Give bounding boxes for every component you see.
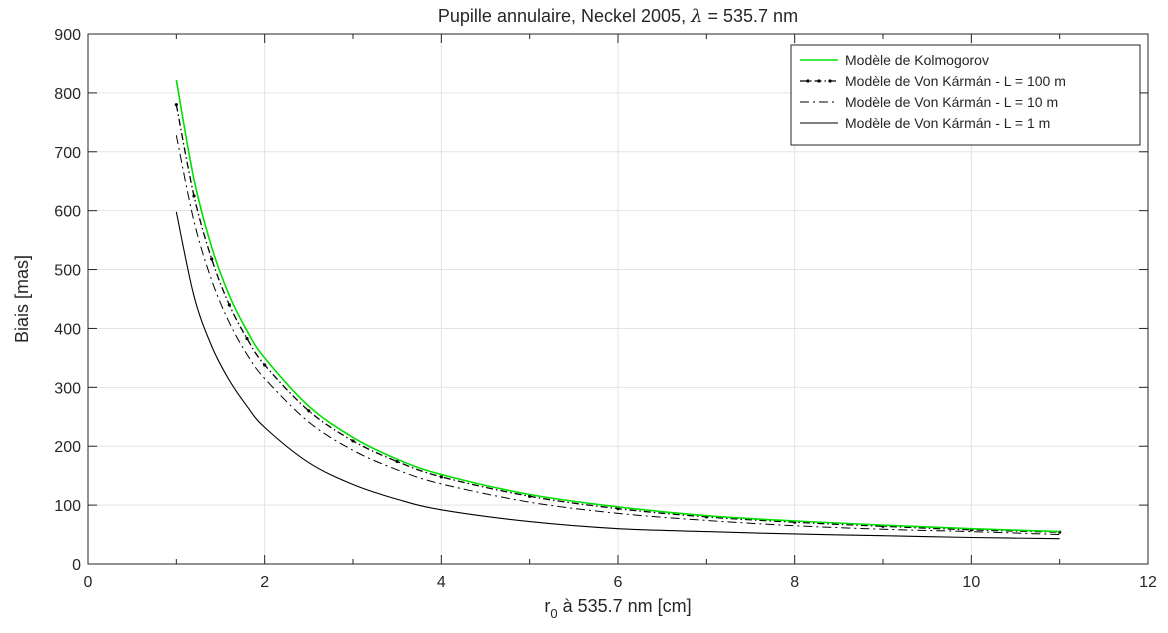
series-point-modele-de-von-karman-l-100-m	[616, 507, 620, 511]
x-tick-label: 10	[962, 574, 980, 591]
series-point-modele-de-von-karman-l-100-m	[307, 409, 311, 413]
x-axis-label-r: r	[544, 596, 550, 616]
y-tick-label: 200	[54, 439, 81, 456]
y-tick-label: 700	[54, 145, 81, 162]
x-tick-label: 12	[1139, 574, 1157, 591]
legend-swatch-marker	[806, 79, 810, 83]
series-line-modele-de-von-karman-l-10-m	[175, 135, 1060, 536]
y-tick-label: 500	[54, 263, 81, 280]
legend-swatch-marker	[817, 79, 821, 83]
legend-swatch-marker	[828, 79, 832, 83]
minor-ticks	[175, 34, 1061, 564]
chart-title-prefix: Pupille annulaire, Neckel 2005,	[438, 6, 691, 26]
series-point-modele-de-von-karman-l-100-m	[263, 363, 267, 367]
series-point-modele-de-von-karman-l-100-m	[174, 103, 178, 107]
legend-label-1: Modèle de Kolmogorov	[845, 52, 989, 68]
x-tick-label: 2	[260, 574, 269, 591]
x-axis-label-rest: à 535.7 nm [cm]	[558, 596, 692, 616]
x-axis-label-subscript: 0	[550, 606, 557, 621]
y-tick-label: 300	[54, 380, 81, 397]
series-layer	[174, 79, 1062, 540]
x-tick-label: 4	[437, 574, 446, 591]
series-point-modele-de-von-karman-l-100-m	[439, 475, 443, 479]
series-point-modele-de-von-karman-l-100-m	[528, 494, 532, 498]
legend-label-3: Modèle de Von Kármán - L = 10 m	[845, 94, 1058, 110]
x-tick-label: 8	[790, 574, 799, 591]
legend: Modèle de Kolmogorov Modèle de Von Kármán…	[790, 44, 1141, 146]
y-tick-label: 600	[54, 204, 81, 221]
chart-title-lambda: λ	[690, 6, 702, 27]
series-line-modele-de-von-karman-l-1-m	[175, 211, 1060, 540]
series-line-modele-de-von-karman-l-100-m	[175, 104, 1060, 533]
legend-label-2: Modèle de Von Kármán - L = 100 m	[845, 73, 1066, 89]
series-point-modele-de-von-karman-l-100-m	[395, 459, 399, 464]
y-tick-label: 900	[54, 27, 81, 44]
chart-title: Pupille annulaire, Neckel 2005, λ = 535.…	[438, 6, 798, 27]
series-point-modele-de-von-karman-l-100-m	[351, 439, 355, 443]
y-tick-label: 100	[54, 498, 81, 515]
chart-title-suffix: = 535.7 nm	[703, 6, 799, 26]
x-tick-label: 0	[84, 574, 93, 591]
series-point-modele-de-von-karman-l-100-m	[245, 336, 249, 341]
y-tick-label: 800	[54, 86, 81, 103]
series-point-modele-de-von-karman-l-100-m	[210, 257, 214, 261]
series-point-modele-de-von-karman-l-100-m	[192, 194, 196, 198]
axis-ticks: 0 2 4 6 8 10 12 0 100 200 300 400 500 600 700 800 900	[54, 27, 1157, 591]
x-tick-label: 6	[614, 574, 623, 591]
x-axis-label: r0 à 535.7 nm [cm]	[544, 596, 691, 621]
y-axis-label: Biais [mas]	[12, 255, 32, 343]
legend-box	[790, 44, 1141, 146]
series-line-modele-de-kolmogorov	[175, 79, 1060, 533]
legend-label-4: Modèle de Von Kármán - L = 1 m	[845, 115, 1050, 131]
y-tick-label: 400	[54, 321, 81, 338]
legend-items: Modèle de Kolmogorov Modèle de Von Kármán…	[800, 52, 1066, 131]
y-tick-label: 0	[72, 557, 81, 574]
series-point-modele-de-von-karman-l-100-m	[227, 303, 231, 307]
